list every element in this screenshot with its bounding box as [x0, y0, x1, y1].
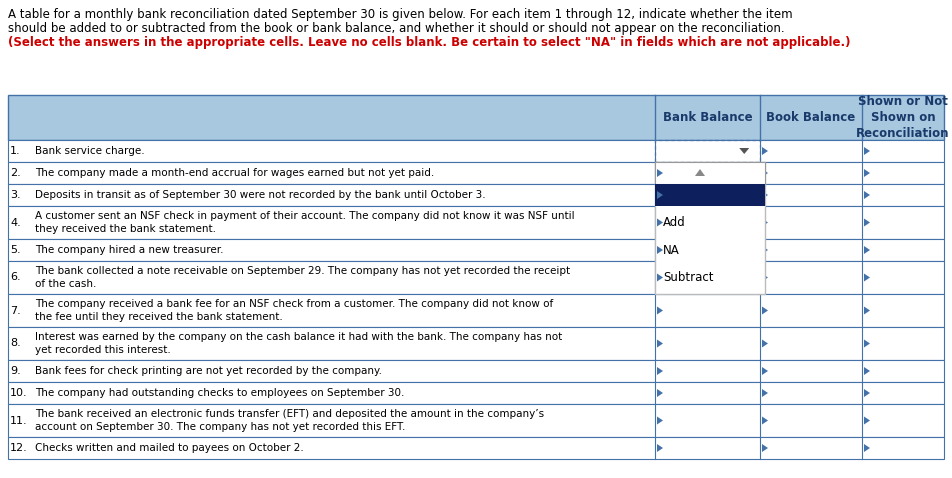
Polygon shape — [864, 306, 870, 315]
Bar — [655, 184, 765, 206]
Polygon shape — [657, 306, 663, 315]
Polygon shape — [864, 444, 870, 452]
Polygon shape — [762, 191, 768, 199]
Text: 12.: 12. — [10, 443, 28, 453]
Polygon shape — [762, 246, 768, 254]
Bar — [8, 437, 944, 459]
Polygon shape — [864, 147, 870, 155]
Text: A table for a monthly bank reconciliation dated September 30 is given below. For: A table for a monthly bank reconciliatio… — [8, 8, 793, 21]
Bar — [655, 162, 765, 294]
Text: 5.: 5. — [10, 245, 21, 255]
Bar — [8, 239, 944, 261]
Text: Add: Add — [663, 216, 685, 229]
Text: NA: NA — [663, 243, 680, 257]
Text: 6.: 6. — [10, 272, 21, 282]
Polygon shape — [657, 169, 663, 177]
Polygon shape — [762, 416, 768, 424]
Polygon shape — [762, 389, 768, 397]
Text: (Select the answers in the appropriate cells. Leave no cells blank. Be certain t: (Select the answers in the appropriate c… — [8, 36, 850, 49]
Polygon shape — [657, 444, 663, 452]
Polygon shape — [762, 367, 768, 375]
Polygon shape — [864, 367, 870, 375]
Text: 10.: 10. — [10, 388, 28, 398]
Text: The bank received an electronic funds transfer (EFT) and deposited the amount in: The bank received an electronic funds tr… — [35, 409, 545, 432]
Bar — [8, 184, 944, 206]
Polygon shape — [762, 273, 768, 282]
Bar — [656, 185, 759, 205]
Text: 2.: 2. — [10, 168, 21, 178]
Polygon shape — [762, 444, 768, 452]
Polygon shape — [657, 218, 663, 227]
Text: Deposits in transit as of September 30 were not recorded by the bank until Octob: Deposits in transit as of September 30 w… — [35, 190, 486, 200]
Text: Bank service charge.: Bank service charge. — [35, 146, 145, 156]
Bar — [8, 162, 944, 184]
Polygon shape — [657, 389, 663, 397]
Bar — [8, 261, 944, 294]
Bar — [8, 404, 944, 437]
Text: Shown or Not
Shown on
Reconciliation: Shown or Not Shown on Reconciliation — [856, 95, 950, 140]
Polygon shape — [657, 339, 663, 348]
Polygon shape — [864, 416, 870, 424]
Text: The company made a month-end accrual for wages earned but not yet paid.: The company made a month-end accrual for… — [35, 168, 434, 178]
Bar — [8, 360, 944, 382]
Polygon shape — [740, 148, 749, 154]
Bar — [8, 140, 944, 162]
Polygon shape — [657, 367, 663, 375]
Bar — [8, 206, 944, 239]
Text: Subtract: Subtract — [663, 271, 713, 284]
Polygon shape — [864, 169, 870, 177]
Polygon shape — [657, 246, 663, 254]
Text: Book Balance: Book Balance — [766, 111, 856, 124]
Bar — [8, 382, 944, 404]
Text: Interest was earned by the company on the cash balance it had with the bank. The: Interest was earned by the company on th… — [35, 332, 563, 355]
Bar — [655, 162, 765, 184]
Bar — [8, 294, 944, 327]
Polygon shape — [657, 416, 663, 424]
Text: 9.: 9. — [10, 366, 21, 376]
Text: A customer sent an NSF check in payment of their account. The company did not kn: A customer sent an NSF check in payment … — [35, 211, 575, 234]
Text: Bank Balance: Bank Balance — [663, 111, 752, 124]
Text: Bank fees for check printing are not yet recorded by the company.: Bank fees for check printing are not yet… — [35, 366, 382, 376]
Bar — [8, 95, 944, 140]
Text: The company received a bank fee for an NSF check from a customer. The company di: The company received a bank fee for an N… — [35, 299, 553, 322]
Polygon shape — [762, 306, 768, 315]
Polygon shape — [864, 218, 870, 227]
Text: Checks written and mailed to payees on October 2.: Checks written and mailed to payees on O… — [35, 443, 304, 453]
Text: 8.: 8. — [10, 338, 21, 348]
Polygon shape — [864, 339, 870, 348]
Text: The bank collected a note receivable on September 29. The company has not yet re: The bank collected a note receivable on … — [35, 266, 570, 289]
Polygon shape — [657, 273, 663, 282]
Text: The company hired a new treasurer.: The company hired a new treasurer. — [35, 245, 224, 255]
Polygon shape — [864, 389, 870, 397]
Polygon shape — [762, 147, 768, 155]
Text: 1.: 1. — [10, 146, 21, 156]
Polygon shape — [762, 218, 768, 227]
Text: 7.: 7. — [10, 305, 21, 315]
Text: The company had outstanding checks to employees on September 30.: The company had outstanding checks to em… — [35, 388, 405, 398]
Polygon shape — [864, 273, 870, 282]
Polygon shape — [864, 191, 870, 199]
Bar — [8, 327, 944, 360]
Polygon shape — [695, 169, 705, 176]
Text: 4.: 4. — [10, 217, 21, 228]
Polygon shape — [657, 191, 663, 199]
Polygon shape — [762, 339, 768, 348]
Polygon shape — [864, 246, 870, 254]
Polygon shape — [762, 169, 768, 177]
Bar — [655, 140, 760, 162]
Text: 3.: 3. — [10, 190, 21, 200]
Text: 11.: 11. — [10, 415, 28, 425]
Text: should be added to or subtracted from the book or bank balance, and whether it s: should be added to or subtracted from th… — [8, 22, 784, 35]
